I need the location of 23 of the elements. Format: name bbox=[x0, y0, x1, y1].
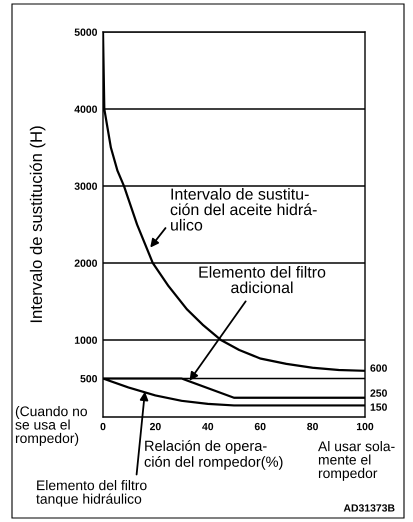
y-tick-label: 5000 bbox=[74, 28, 98, 36]
x-tick-label: 80 bbox=[307, 422, 318, 430]
y-axis-title: Intervalo de sustitución (H) bbox=[30, 126, 46, 322]
annotation: 150 bbox=[370, 403, 387, 411]
annotation: 600 bbox=[370, 364, 387, 372]
x-tick-label: 60 bbox=[254, 422, 266, 430]
text: (Cuando no se usa el rompedor) bbox=[15, 406, 87, 446]
x-axis-title: Relación de opera- ción del rompedor(%) bbox=[144, 440, 283, 470]
y-tick-label: 1000 bbox=[74, 336, 98, 344]
x-tick-label: 0 bbox=[100, 422, 106, 430]
annotation: Elemento del filtro tanque hidráulico bbox=[36, 480, 147, 507]
annotation: Intervalo de sustitu- ción del aceite hidrá- ulico bbox=[170, 188, 317, 231]
x-tick-label: 20 bbox=[150, 422, 161, 430]
y-tick-label: 2000 bbox=[74, 260, 98, 267]
x-tick-label: 100 bbox=[356, 422, 374, 430]
y-tick-label: 4000 bbox=[74, 106, 98, 113]
y-tick-label: 3000 bbox=[74, 182, 98, 190]
text: Al usar sola- mente el rompedor bbox=[318, 441, 395, 481]
y-tick-label: 500 bbox=[80, 375, 98, 382]
x-tick-label: 40 bbox=[202, 422, 214, 430]
annotation: 250 bbox=[370, 389, 387, 397]
text: AD31373B bbox=[344, 504, 395, 512]
annotation: Elemento del filtro adicional bbox=[199, 266, 326, 294]
